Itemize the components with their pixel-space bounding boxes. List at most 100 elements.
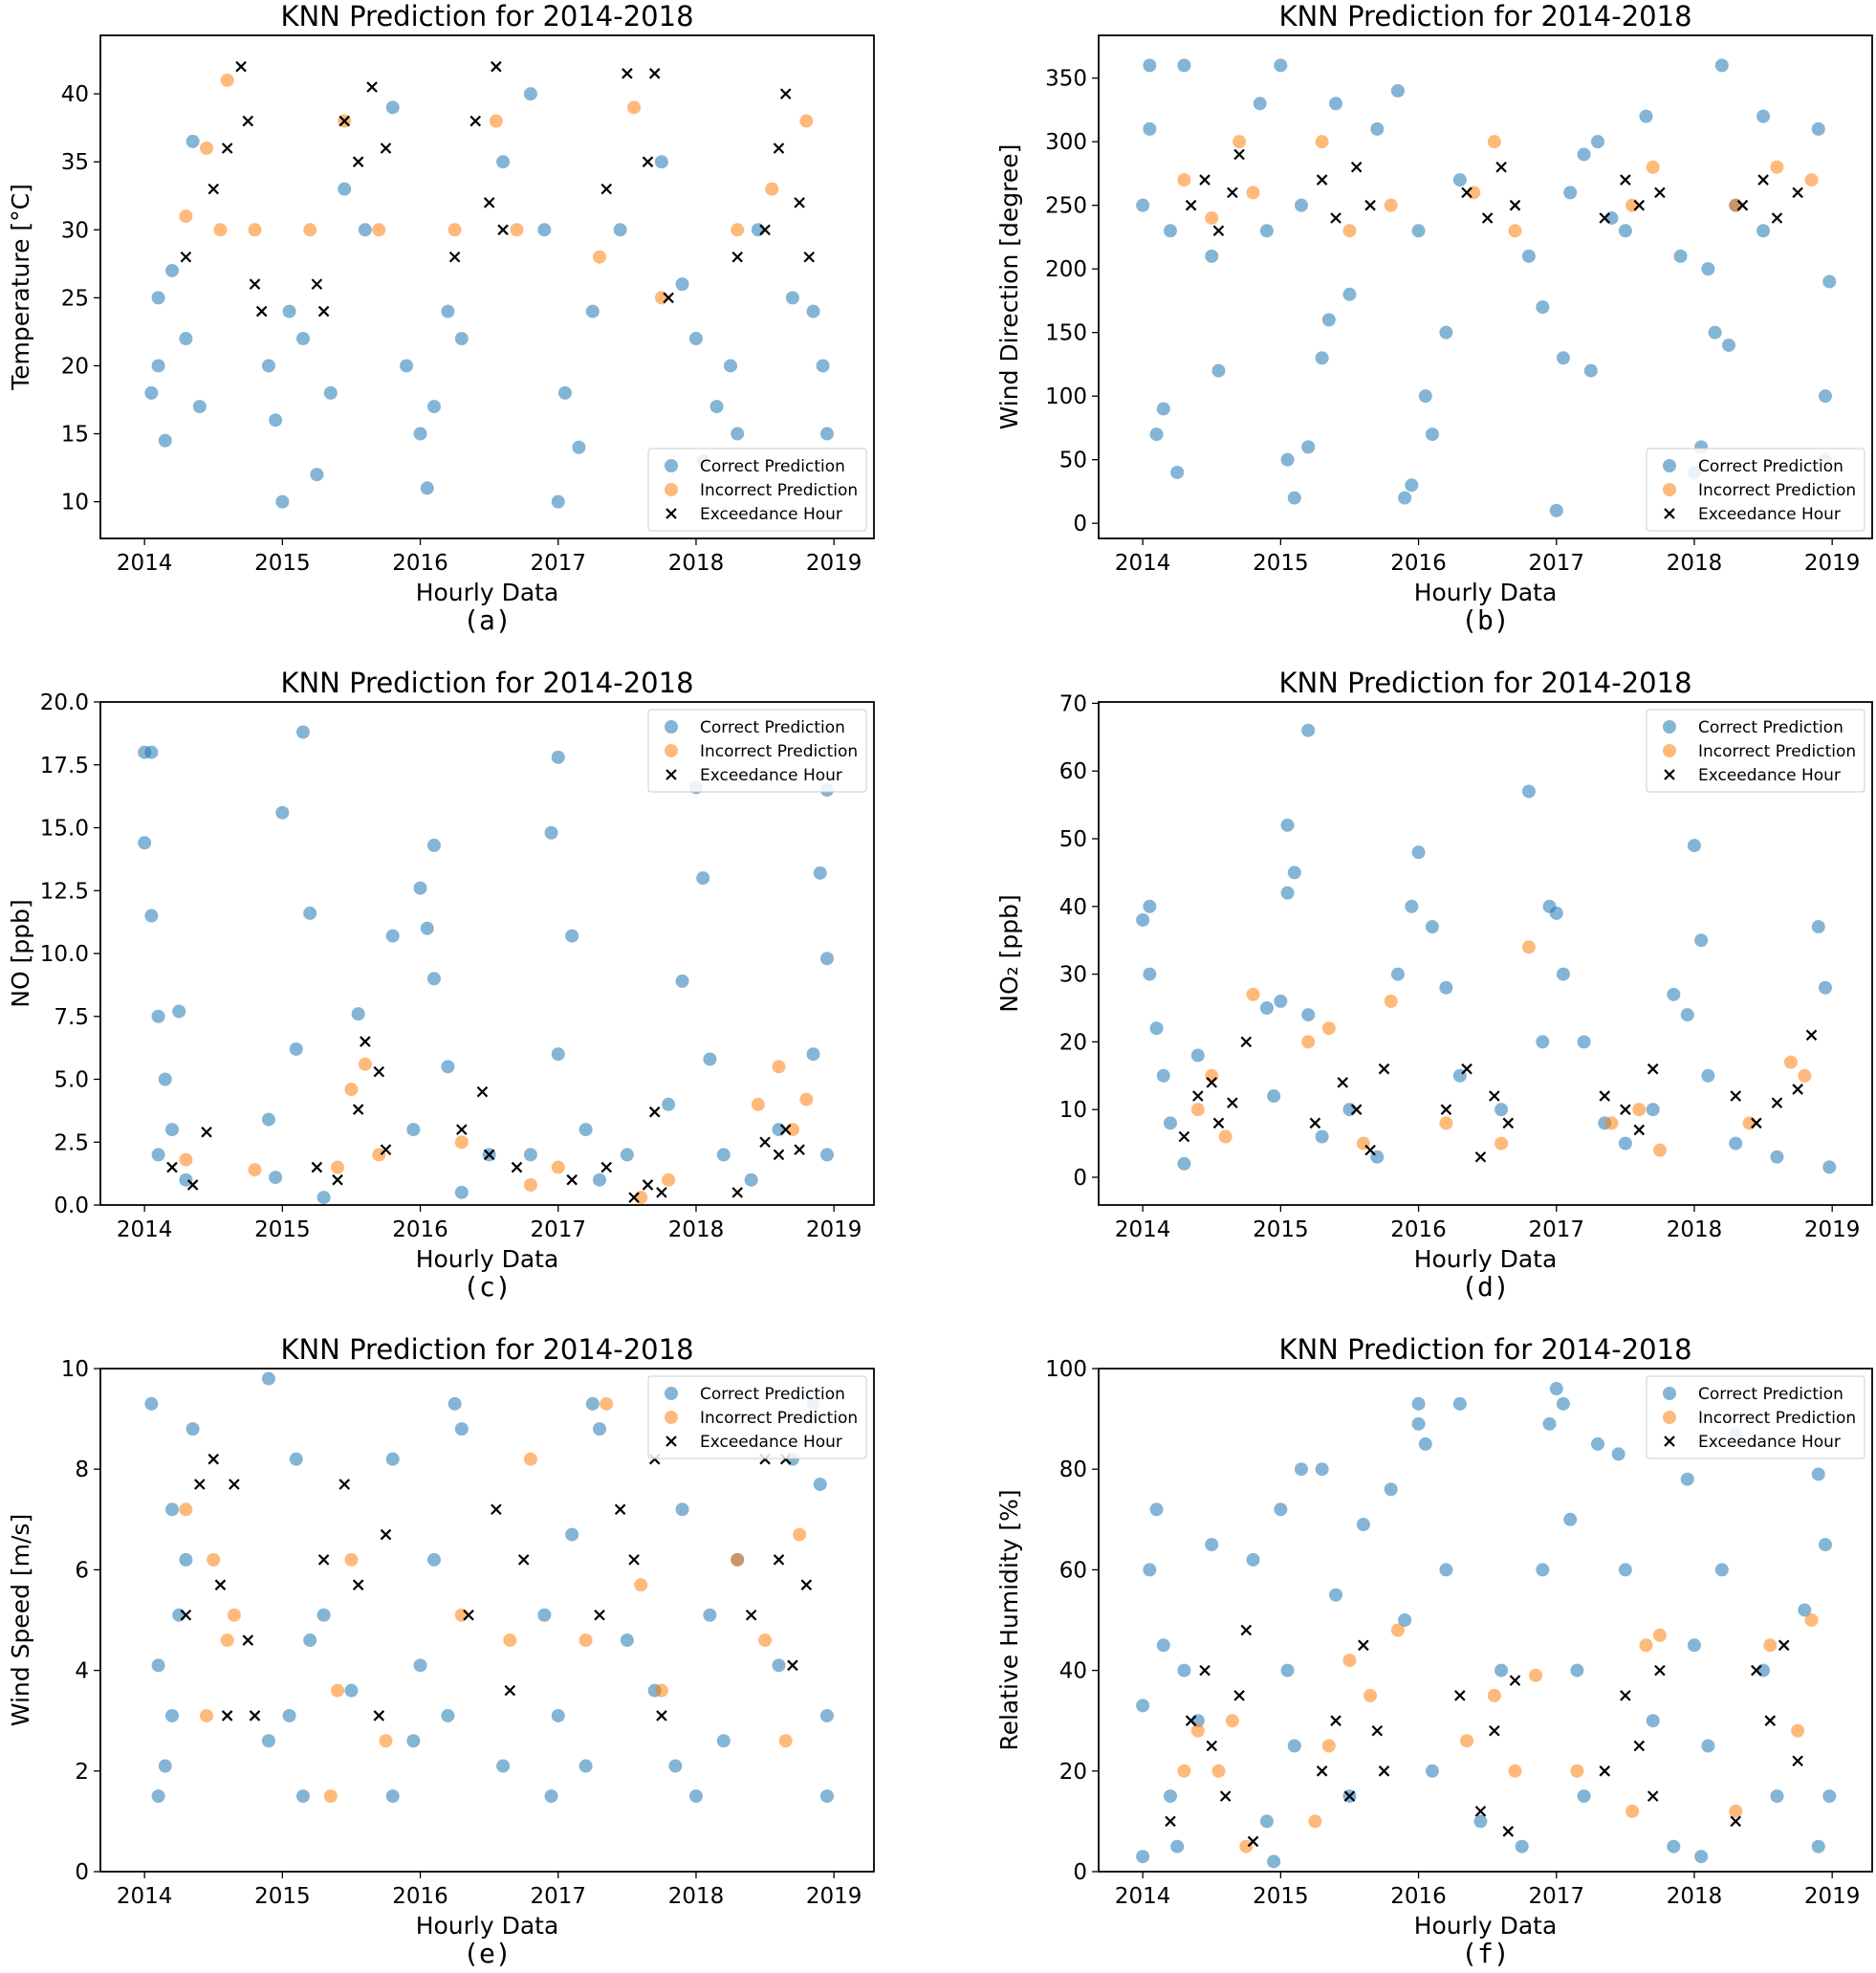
incorrect-point xyxy=(731,1552,745,1567)
correct-point xyxy=(1425,920,1439,934)
correct-point xyxy=(164,1123,179,1137)
y-tick-label: 10 xyxy=(61,491,89,515)
correct-point xyxy=(816,359,830,373)
correct-point xyxy=(179,332,193,346)
incorrect-point xyxy=(213,223,228,237)
correct-point xyxy=(544,1789,558,1804)
correct-point xyxy=(1259,1000,1274,1015)
exceedance-point xyxy=(1206,1740,1218,1752)
y-tick-label: 10.0 xyxy=(40,942,89,967)
y-tick-label: 0 xyxy=(1073,1166,1087,1191)
incorrect-point xyxy=(578,1633,593,1648)
correct-point xyxy=(523,87,537,101)
exceedance-point xyxy=(317,305,330,318)
x-tick-label: 2018 xyxy=(1667,1884,1723,1909)
x-tick-label: 2014 xyxy=(1115,551,1171,576)
correct-point xyxy=(1556,351,1570,365)
y-axis-label: Wind Speed [m/s] xyxy=(7,1514,34,1726)
correct-point xyxy=(1418,1436,1432,1451)
correct-point xyxy=(1315,351,1329,365)
correct-point xyxy=(565,1527,579,1542)
correct-point xyxy=(1418,389,1432,404)
legend-label: Exceedance Hour xyxy=(1698,505,1841,524)
correct-point xyxy=(1205,1538,1219,1552)
correct-point xyxy=(344,1683,359,1698)
chart-panel-b: KNN Prediction for 2014-2018 2014 2015 2016… xyxy=(995,0,1873,636)
correct-point xyxy=(1473,1814,1488,1829)
correct-point xyxy=(151,1789,165,1804)
correct-point xyxy=(551,750,565,764)
correct-point xyxy=(454,1185,469,1199)
correct-point xyxy=(572,440,586,454)
correct-point xyxy=(675,1502,689,1517)
exceedance-point xyxy=(663,292,674,304)
legend-marker-correct xyxy=(1663,459,1676,472)
exceedance-point xyxy=(1489,1090,1500,1102)
correct-point xyxy=(1722,338,1736,352)
exceedance-point xyxy=(380,142,392,154)
incorrect-point xyxy=(1384,198,1398,212)
correct-point xyxy=(1267,1089,1281,1104)
x-tick-label: 2016 xyxy=(1390,1884,1447,1909)
incorrect-point xyxy=(1205,210,1219,225)
correct-point xyxy=(1756,1663,1771,1677)
plot-area xyxy=(138,725,834,1205)
exceedance-point xyxy=(1240,1036,1253,1048)
correct-point xyxy=(537,1608,552,1622)
incorrect-point xyxy=(207,1552,221,1567)
correct-point xyxy=(744,1173,758,1187)
incorrect-point xyxy=(785,1123,799,1137)
y-axis-label: Temperature [°C] xyxy=(7,184,34,391)
exceedance-point xyxy=(180,251,192,263)
legend: Correct Prediction Incorrect Prediction Ex… xyxy=(647,709,867,793)
exceedance-point xyxy=(1440,1104,1452,1115)
exceedance-point xyxy=(779,88,792,99)
legend-marker-incorrect xyxy=(1663,744,1676,757)
incorrect-point xyxy=(731,223,745,237)
correct-point xyxy=(1811,1839,1825,1853)
correct-point xyxy=(806,304,820,318)
incorrect-point xyxy=(1321,1739,1336,1753)
incorrect-point xyxy=(1308,1814,1322,1829)
exceedance-point xyxy=(642,1179,654,1191)
legend-marker-correct xyxy=(665,1387,678,1400)
correct-point xyxy=(151,1009,165,1023)
correct-point xyxy=(557,385,572,400)
correct-point xyxy=(1156,402,1170,416)
legend-box xyxy=(647,448,867,532)
y-tick-label: 350 xyxy=(1045,67,1087,92)
correct-point xyxy=(1536,300,1550,315)
exceedance-point xyxy=(1199,174,1211,186)
exceedance-point xyxy=(1481,212,1494,224)
correct-point xyxy=(295,1789,310,1804)
correct-point xyxy=(1673,249,1688,263)
exceedance-point xyxy=(1751,1664,1762,1677)
incorrect-point xyxy=(523,1177,537,1192)
exceedance-point xyxy=(1792,1755,1803,1767)
correct-point xyxy=(1618,1136,1632,1151)
exceedance-point xyxy=(1654,1664,1666,1677)
exceedance-point xyxy=(566,1173,578,1186)
x-tick-label: 2017 xyxy=(1528,551,1584,576)
correct-point xyxy=(413,881,427,895)
correct-point xyxy=(1811,920,1825,934)
legend-label: Correct Prediction xyxy=(700,718,845,737)
correct-point xyxy=(1570,1663,1584,1677)
x-tick-label: 2019 xyxy=(1804,551,1861,576)
correct-point xyxy=(620,1633,634,1648)
y-tick-label: 4 xyxy=(75,1659,89,1684)
incorrect-point xyxy=(654,1683,668,1698)
incorrect-point xyxy=(799,1092,814,1107)
correct-point xyxy=(454,332,469,346)
y-tick-label: 35 xyxy=(61,150,89,175)
correct-point xyxy=(724,359,738,373)
correct-point xyxy=(1714,58,1729,73)
correct-point xyxy=(261,359,275,373)
correct-point xyxy=(406,1123,421,1137)
correct-point xyxy=(1611,1447,1625,1461)
correct-point xyxy=(316,1191,331,1205)
y-tick-label: 80 xyxy=(1059,1458,1087,1482)
correct-point xyxy=(551,494,565,509)
correct-point xyxy=(303,1633,317,1648)
